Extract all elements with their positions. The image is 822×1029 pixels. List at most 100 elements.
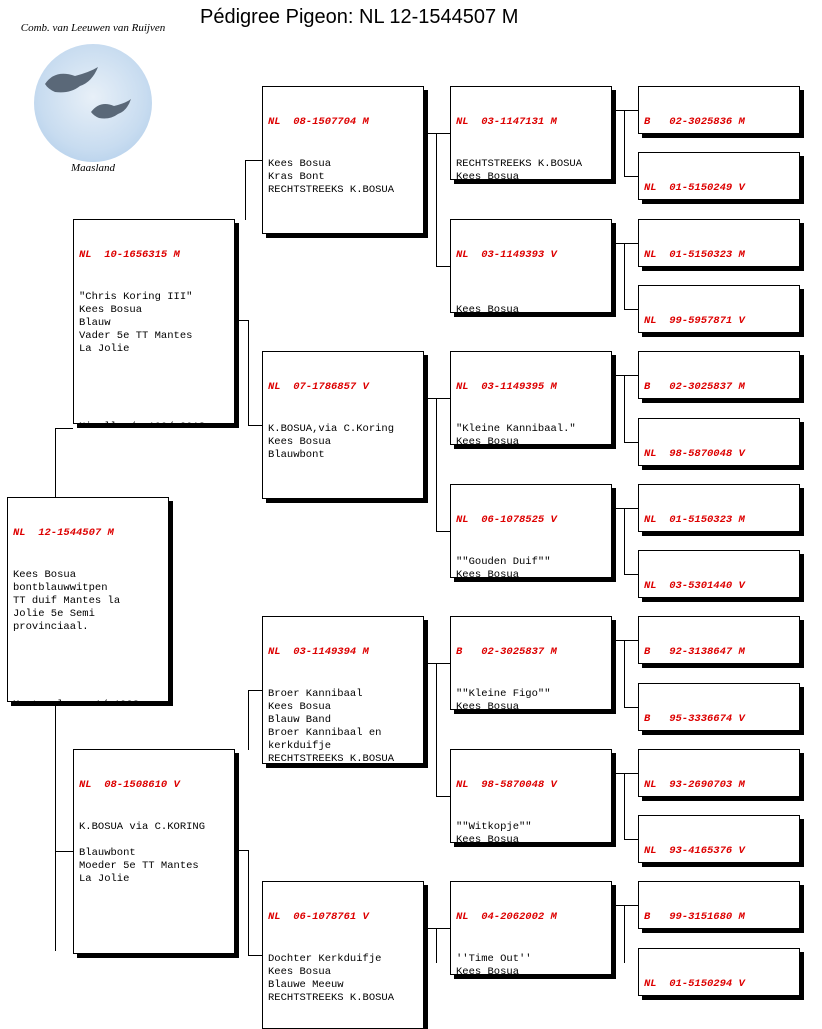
pedigree-g3-5: B 02-3025837 M ""Kleine Figo"" Kees Bosu… [638,351,800,399]
connector [248,320,249,425]
connector [55,428,56,498]
ring-number: NL 06-1078761 V [268,911,418,924]
connector [616,110,638,111]
ring-number: NL 01-5150294 V [644,978,794,991]
pedigree-g3-1: B 02-3025836 M ""Zoon Figo"" Kees Bosua [638,86,800,134]
logo-bottom-text: Maasland [18,162,168,174]
pedigree-g3-10: B 95-3336674 V """De Crissie"" [638,683,800,731]
pigeon-details: ""Gouden Duif"" Kees Bosua Kras RECHTSTR… [456,556,606,578]
connector [55,706,56,951]
ring-number: NL 08-1507704 M [268,116,418,129]
ring-number: NL 07-1786857 V [268,381,418,394]
connector [624,309,638,310]
ring-number: NL 01-5150323 M [644,514,794,527]
connector [624,375,625,442]
ring-number: NL 98-5870048 V [456,779,606,792]
pedigree-father: NL 10-1656315 M "Chris Koring III" Kees … [73,219,235,424]
pigeon-details: K.BOSUA via C.KORING Blauwbont Moeder 5e… [79,821,229,887]
connector [428,398,450,399]
connector [624,243,625,309]
connector [248,690,262,691]
ring-number: NL 06-1078525 V [456,514,606,527]
connector [624,508,625,574]
connector [624,176,638,177]
ring-number: B 99-3151680 M [644,911,794,924]
connector [428,663,450,664]
pigeon-details: Kees Bosua bontblauwwitpen TT duif Mante… [13,569,163,635]
connector [624,905,625,963]
ring-number: NL 03-1147131 M [456,116,606,129]
pedigree-gp2: NL 07-1786857 V K.BOSUA,via C.Koring Kee… [262,351,424,499]
ring-number: NL 93-2690703 M [644,779,794,792]
connector [248,425,262,426]
pigeon-details: "Chris Koring III" Kees Bosua Blauw Vade… [79,291,229,357]
pigeon-details: K.BOSUA,via C.Koring Kees Bosua Blauwbon… [268,423,418,462]
connector [436,266,450,267]
pedigree-ggp3: NL 03-1149395 M "Kleine Kannibaal." Kees… [450,351,612,445]
pedigree-g3-11: NL 93-2690703 M ""Late van de O4"" [638,749,800,797]
pigeon-details: ""Witkopje"" Kees Bosua Blauwbont 1e Cha… [456,821,606,843]
connector [624,839,638,840]
pedigree-ggp5: B 02-3025837 M ""Kleine Figo"" Kees Bosu… [450,616,612,710]
pedigree-ggp1: NL 03-1147131 M RECHTSTREEKS K.BOSUA Kee… [450,86,612,180]
pedigree-g3-6: NL 98-5870048 V ""Witkopje"" Kees Bosua [638,418,800,466]
pigeon-details: Kees Bosua Kras RECHTSTREEKS K.BOSUA [456,291,606,313]
pigeon-results: Mantes la 1/ 1923 Sens 13/ 3889 Moeskroe… [13,699,163,702]
connector [624,707,638,708]
connector [245,160,246,220]
pedigree-g3-14: NL 01-5150294 V ''Tosca'' [638,948,800,996]
pedigree-g3-13: B 99-3151680 M ""De Bels"" [638,881,800,929]
connector [624,574,638,575]
ring-number: NL 93-4165376 V [644,845,794,858]
ring-number: NL 10-1656315 M [79,249,229,262]
pedigree-gp4: NL 06-1078761 V Dochter Kerkduifje Kees … [262,881,424,1029]
connector [436,796,450,797]
ring-number: NL 12-1544507 M [13,527,163,540]
pedigree-g3-3: NL 01-5150323 M ""Mario"" Kees Bosua [638,219,800,267]
pigeon-results: Nivelles/ 100/ 2013 Strombeek 118/ 2292 … [79,421,229,424]
pedigree-gp3: NL 03-1149394 M Broer Kannibaal Kees Bos… [262,616,424,764]
ring-number: NL 03-1149395 M [456,381,606,394]
connector [436,663,437,796]
ring-number: B 02-3025836 M [644,116,794,129]
pigeon-details: Broer Kannibaal Kees Bosua Blauw Band Br… [268,688,418,764]
connector [55,851,73,852]
ring-number: NL 98-5870048 V [644,448,794,461]
ring-number: NL 01-5150249 V [644,182,794,195]
connector [248,690,249,750]
pigeon-details: Kees Bosua Kras Bont RECHTSTREEKS K.BOSU… [268,158,418,197]
ring-number: NL 04-2062002 M [456,911,606,924]
pigeon-details: ''Time Out'' Kees Bosua Blauwband Witpen… [456,953,606,975]
pedigree-ggp6: NL 98-5870048 V ""Witkopje"" Kees Bosua … [450,749,612,843]
ring-number: B 02-3025837 M [456,646,606,659]
pigeon-details: "Kleine Kannibaal." Kees Bosua Blauw Ban… [456,423,606,445]
pedigree-g3-2: NL 01-5150249 V ""Panini"" Kees Bosua [638,152,800,200]
pedigree-ggp7: NL 04-2062002 M ''Time Out'' Kees Bosua … [450,881,612,975]
connector [436,928,437,963]
ring-number: NL 99-5957871 V [644,315,794,328]
pigeon-icon [88,97,133,127]
connector [436,398,437,531]
ring-number: NL 08-1508610 V [79,779,229,792]
connector [624,773,625,839]
ring-number: B 92-3138647 M [644,646,794,659]
connector [616,640,638,641]
pigeon-details: Dochter Kerkduifje Kees Bosua Blauwe Mee… [268,953,418,1006]
logo: Comb. van Leeuwen van Ruijven Maasland [18,22,168,172]
connector [616,773,638,774]
connector [616,375,638,376]
ring-number: B 95-3336674 V [644,713,794,726]
connector [428,928,450,929]
logo-top-text: Comb. van Leeuwen van Ruijven [18,22,168,34]
pedigree-gp1: NL 08-1507704 M Kees Bosua Kras Bont REC… [262,86,424,234]
connector [245,160,262,161]
connector [248,955,262,956]
pedigree-subject: NL 12-1544507 M Kees Bosua bontblauwwitp… [7,497,169,702]
pedigree-g3-4: NL 99-5957871 V ""Teletubbie"" Kees Bosu… [638,285,800,333]
connector [624,640,625,707]
pedigree-g3-8: NL 03-5301440 V ""Kerkduifje"" [638,550,800,598]
pigeon-details: ""Kleine Figo"" Kees Bosua Blauwband Wit… [456,688,606,710]
connector [616,508,638,509]
ring-number: NL 03-1149393 V [456,249,606,262]
connector [248,850,249,955]
